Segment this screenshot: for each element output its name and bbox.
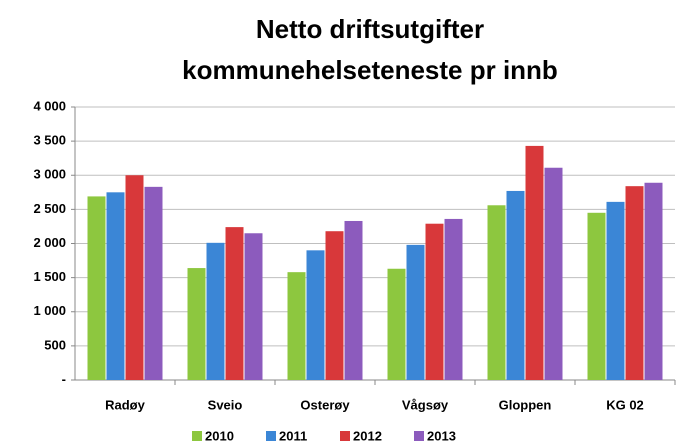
bar [525,145,544,380]
bar [644,182,663,380]
bar [206,242,225,380]
y-tick-label: 3 500 [33,133,66,148]
bar [287,272,306,380]
bar [625,186,644,380]
x-tick-label: Gloppen [499,397,552,412]
bar [425,223,444,380]
x-tick-label: Radøy [105,397,146,412]
y-tick-label: 1 500 [33,269,66,284]
x-tick-label: Osterøy [300,397,350,412]
bar [606,201,625,380]
bar [225,227,244,380]
bar [506,190,525,380]
y-tick-label: 2 500 [33,201,66,216]
bar [544,167,563,380]
bar [406,244,425,380]
bar [187,268,206,380]
chart-title: kommunehelseteneste pr innb [182,55,558,85]
bar [144,186,163,380]
bar [587,212,606,380]
y-tick-label: 4 000 [33,98,66,113]
bar [344,220,363,380]
bar [487,205,506,380]
y-tick-label: 2 000 [33,235,66,250]
bar [325,231,344,380]
y-tick-label: - [62,371,66,386]
legend-label: 2010 [205,428,234,443]
x-tick-label: Sveio [208,397,243,412]
legend-swatch [340,431,350,441]
bar [387,268,406,380]
legend-label: 2012 [353,428,382,443]
bar [444,218,463,380]
legend-label: 2013 [427,428,456,443]
legend-swatch [414,431,424,441]
bar [244,233,263,380]
y-tick-label: 1 000 [33,303,66,318]
legend-swatch [192,431,202,441]
legend-label: 2011 [279,428,307,443]
x-tick-label: KG 02 [606,397,644,412]
bar [125,175,144,380]
legend-swatch [266,431,276,441]
x-tick-label: Vågsøy [402,397,449,412]
chart-title: Netto driftsutgifter [256,14,484,44]
bar [106,192,125,380]
y-tick-label: 500 [44,337,66,352]
bar [87,196,106,380]
bar [306,250,325,380]
y-tick-label: 3 000 [33,167,66,182]
